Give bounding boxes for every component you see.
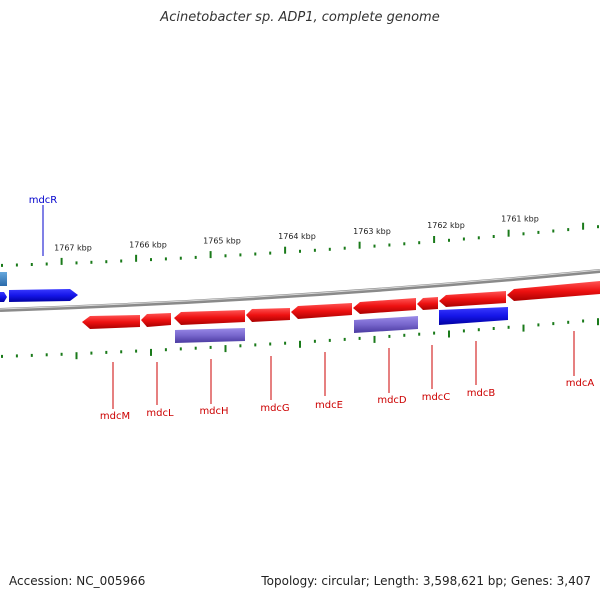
tick-label: 1767 kbp <box>54 244 92 253</box>
feature-purple-1[interactable] <box>175 328 245 343</box>
gene-label-mdcR[interactable]: mdcR <box>29 195 58 206</box>
gene-mdcA[interactable] <box>507 281 600 301</box>
gene-label-mdcA[interactable]: mdcA <box>566 378 595 389</box>
gene-label-mdcL[interactable]: mdcL <box>146 408 174 419</box>
gene-mdcC[interactable] <box>417 297 438 310</box>
gene-label-mdcB[interactable]: mdcB <box>467 388 496 399</box>
gene-mdcD[interactable] <box>353 298 416 314</box>
partial-gene-left[interactable] <box>0 292 7 302</box>
gene-mdcE[interactable] <box>291 303 352 319</box>
gene-mdcM[interactable] <box>82 315 140 329</box>
genome-stats-text: Topology: circular; Length: 3,598,621 bp… <box>261 574 591 588</box>
gene-label-mdcC[interactable]: mdcC <box>422 392 451 403</box>
gene-label-mdcD[interactable]: mdcD <box>377 395 407 406</box>
genome-backbone <box>0 269 600 312</box>
feature-purple-2[interactable] <box>354 316 418 333</box>
gene-label-mdcG[interactable]: mdcG <box>260 403 289 414</box>
tick-label: 1766 kbp <box>129 240 167 249</box>
gene-mdcG[interactable] <box>246 308 290 322</box>
scale-ticks-upper <box>1 222 599 267</box>
gene-mdcR[interactable] <box>9 289 78 302</box>
gene-mdcL[interactable] <box>141 313 171 327</box>
gene-label-mdcE[interactable]: mdcE <box>315 400 343 411</box>
gene-mdcB[interactable] <box>439 291 506 307</box>
reverse-gene-labels: mdcM mdcL mdcH mdcG mdcE mdcD mdcC mdcB … <box>100 331 594 422</box>
tick-label: 1761 kbp <box>501 215 539 224</box>
gene-label-mdcM[interactable]: mdcM <box>100 411 130 422</box>
tick-label: 1762 kbp <box>427 221 465 230</box>
feature-blue-1[interactable] <box>439 307 508 325</box>
genome-backbone-highlight <box>0 269 600 310</box>
tick-label: 1763 kbp <box>353 227 391 236</box>
gene-label-mdcH[interactable]: mdcH <box>199 406 228 417</box>
scale-tick-labels: 1767 kbp 1766 kbp 1765 kbp 1764 kbp 1763 kbp… <box>54 215 539 253</box>
gene-mdcH[interactable] <box>174 310 245 325</box>
partial-feature-left[interactable] <box>0 272 7 286</box>
tick-label: 1765 kbp <box>203 237 241 246</box>
accession-text: Accession: NC_005966 <box>9 574 146 588</box>
map-title: Acinetobacter sp. ADP1, complete genome <box>160 10 440 25</box>
scale-ticks-lower <box>1 318 599 360</box>
tick-label: 1764 kbp <box>278 232 316 241</box>
